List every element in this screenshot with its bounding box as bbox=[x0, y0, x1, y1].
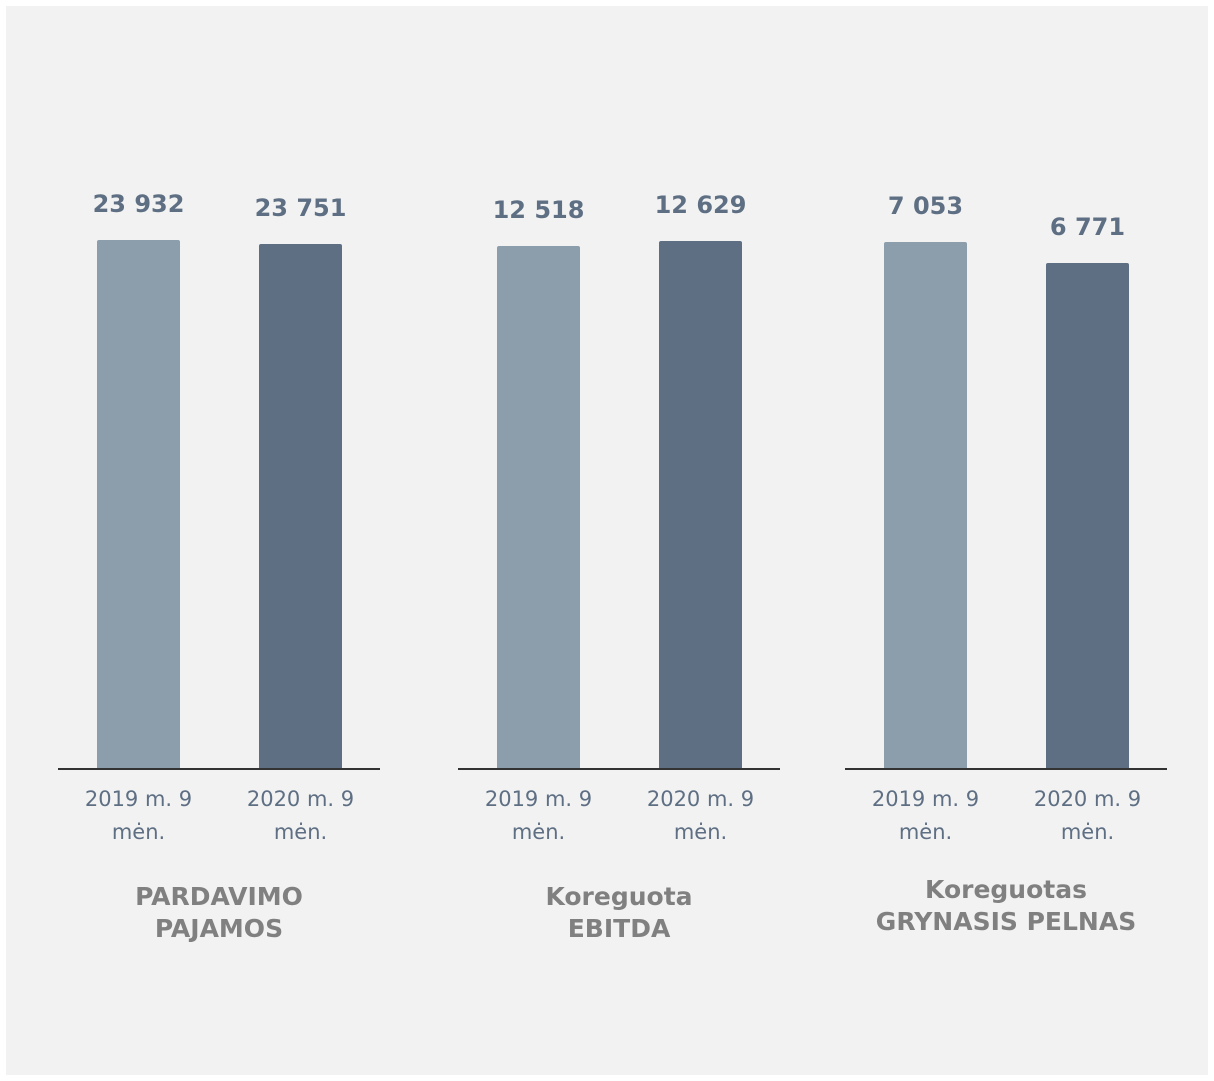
x-tick-label: 2019 m. 9 mėn. bbox=[871, 787, 980, 844]
bar bbox=[884, 241, 967, 769]
x-tick-label: 2020 m. 9 mėn. bbox=[246, 787, 355, 844]
chart-title: Koreguota EBITDA bbox=[545, 882, 693, 943]
value-label: 23 751 bbox=[254, 193, 347, 222]
bar bbox=[1046, 262, 1129, 769]
value-label: 6 771 bbox=[1049, 212, 1126, 241]
chart-title: Koreguotas GRYNASIS PELNAS bbox=[875, 875, 1137, 936]
value-label: 12 518 bbox=[492, 195, 585, 224]
value-label: 23 932 bbox=[92, 189, 185, 218]
x-tick-label: 2019 m. 9 mėn. bbox=[484, 787, 593, 844]
chart-title: PARDAVIMO PAJAMOS bbox=[135, 882, 303, 943]
bar bbox=[659, 240, 742, 769]
value-label: 7 053 bbox=[887, 191, 964, 220]
x-tick-label: 2020 m. 9 mėn. bbox=[646, 787, 755, 844]
axis-line bbox=[58, 768, 380, 770]
value-label: 12 629 bbox=[654, 190, 747, 219]
axis-line bbox=[458, 768, 780, 770]
x-tick-label: 2020 m. 9 mėn. bbox=[1033, 787, 1142, 844]
bar bbox=[497, 245, 580, 769]
bar bbox=[259, 243, 342, 769]
bar bbox=[97, 239, 180, 769]
axis-line bbox=[845, 768, 1167, 770]
chart-page: 23 932 2019 m. 9 mėn. 23 751 2020 m. 9 mėn.… bbox=[6, 6, 1208, 1075]
x-tick-label: 2019 m. 9 mėn. bbox=[84, 787, 193, 844]
